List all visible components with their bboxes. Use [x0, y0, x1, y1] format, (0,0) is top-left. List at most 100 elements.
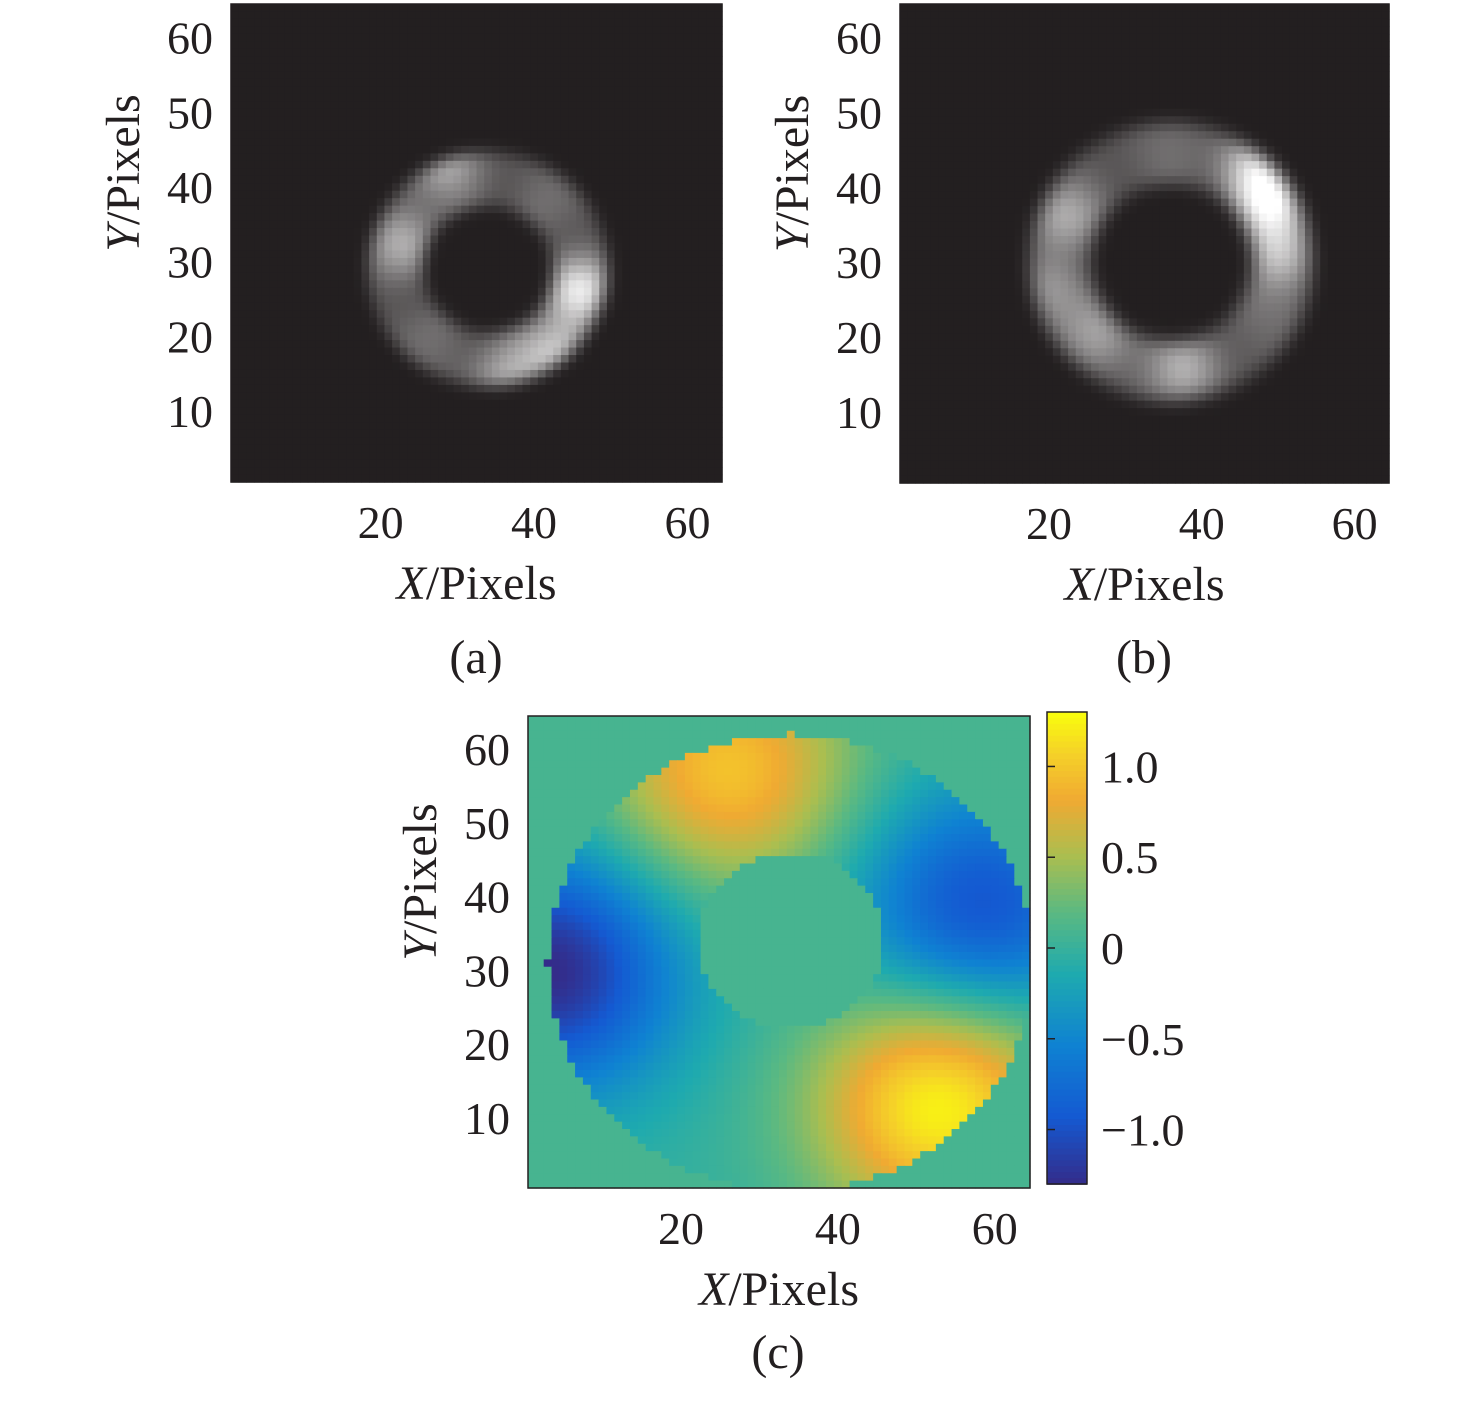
- heatmap-cell: [1144, 4, 1153, 13]
- heatmap-cell: [1175, 11, 1184, 20]
- heatmap-cell: [1068, 11, 1077, 20]
- heatmap-cell: [415, 444, 424, 453]
- heatmap-cell: [254, 407, 263, 416]
- heatmap-cell: [968, 18, 978, 28]
- heatmap-cell: [261, 183, 270, 192]
- heatmap-cell: [376, 272, 386, 281]
- heatmap-cell: [499, 250, 508, 259]
- heatmap-cell: [284, 243, 293, 252]
- heatmap-cell: [907, 78, 916, 87]
- heatmap-cell: [476, 295, 485, 304]
- heatmap-cell: [246, 168, 255, 177]
- heatmap-cell: [384, 407, 393, 416]
- heatmap-cell: [231, 235, 240, 244]
- heatmap-cell: [430, 228, 439, 237]
- heatmap-cell: [568, 287, 577, 296]
- heatmap-cell: [476, 310, 485, 319]
- heatmap-cell: [568, 153, 577, 162]
- heatmap-cell: [407, 347, 416, 356]
- heatmap-cell: [384, 287, 393, 296]
- heatmap-cell: [499, 369, 508, 379]
- heatmap-cell: [553, 325, 562, 334]
- heatmap-cell: [269, 153, 278, 162]
- heatmap-cell: [407, 4, 416, 13]
- heatmap-cell: [629, 265, 639, 274]
- heatmap-cell: [568, 280, 577, 289]
- heatmap-cell: [407, 429, 416, 438]
- heatmap-cell: [1343, 33, 1352, 43]
- heatmap-cell: [277, 377, 286, 386]
- heatmap-cell: [545, 250, 554, 259]
- heatmap-cell: [1052, 11, 1062, 20]
- heatmap-cell: [392, 213, 401, 222]
- heatmap-cell: [1091, 18, 1100, 28]
- heatmap-cell: [238, 332, 247, 341]
- heatmap-cell: [468, 56, 478, 65]
- heatmap-cell: [346, 414, 355, 423]
- heatmap-cell: [930, 78, 939, 87]
- heatmap-cell: [1068, 26, 1077, 35]
- heatmap-cell: [238, 437, 247, 446]
- heatmap-cell: [1014, 56, 1023, 65]
- heatmap-cell: [407, 63, 416, 72]
- heatmap-cell: [622, 4, 631, 13]
- heatmap-cell: [984, 86, 993, 95]
- heatmap-cell: [599, 310, 608, 319]
- heatmap-cell: [407, 444, 416, 453]
- heatmap-cell: [900, 63, 909, 72]
- heatmap-cell: [622, 332, 631, 341]
- heatmap-cell: [652, 355, 662, 364]
- heatmap-cell: [254, 41, 263, 50]
- heatmap-cell: [1068, 4, 1077, 13]
- heatmap-cell: [706, 145, 715, 154]
- heatmap-cell: [346, 160, 355, 169]
- heatmap-cell: [553, 108, 562, 117]
- heatmap-cell: [307, 101, 316, 110]
- heatmap-cell: [591, 93, 600, 102]
- heatmap-cell: [622, 452, 631, 461]
- heatmap-cell: [560, 250, 570, 259]
- heatmap-cell: [1014, 71, 1023, 80]
- heatmap-cell: [698, 116, 708, 125]
- heatmap-cell: [652, 175, 662, 184]
- heatmap-cell: [261, 93, 270, 102]
- heatmap-cell: [629, 384, 639, 393]
- heatmap-cell: [361, 340, 370, 349]
- heatmap-cell: [1045, 18, 1054, 28]
- heatmap-cell: [438, 198, 447, 207]
- heatmap-cell: [522, 302, 531, 311]
- heatmap-cell: [353, 78, 363, 87]
- heatmap-cell: [522, 355, 531, 364]
- heatmap-cell: [984, 48, 993, 57]
- heatmap-cell: [231, 228, 240, 237]
- heatmap-cell: [1121, 11, 1130, 20]
- heatmap-cell: [698, 26, 708, 35]
- heatmap-cell: [530, 243, 539, 252]
- heatmap-cell: [1159, 41, 1169, 50]
- heatmap-cell: [1098, 4, 1107, 13]
- heatmap-cell: [284, 213, 293, 222]
- heatmap-cell: [231, 213, 240, 222]
- heatmap-cell: [415, 78, 424, 87]
- heatmap-cell: [346, 198, 355, 207]
- heatmap-cell: [545, 392, 554, 401]
- heatmap-cell: [499, 190, 508, 199]
- heatmap-cell: [614, 377, 623, 386]
- heatmap-cell: [453, 160, 462, 169]
- heatmap-cell: [438, 48, 447, 57]
- heatmap-cell: [392, 437, 401, 446]
- heatmap-cell: [629, 48, 639, 57]
- heatmap-cell: [1266, 33, 1275, 43]
- heatmap-cell: [453, 272, 462, 281]
- heatmap-cell: [499, 332, 508, 341]
- heatmap-cell: [645, 452, 654, 461]
- heatmap-cell: [599, 4, 608, 13]
- heatmap-cell: [675, 18, 685, 28]
- heatmap-cell: [1113, 41, 1123, 50]
- heatmap-cell: [399, 437, 409, 446]
- heatmap-cell: [606, 190, 616, 199]
- heatmap-cell: [376, 332, 386, 341]
- heatmap-cell: [560, 265, 570, 274]
- heatmap-cell: [537, 392, 547, 401]
- heatmap-cell: [976, 71, 985, 80]
